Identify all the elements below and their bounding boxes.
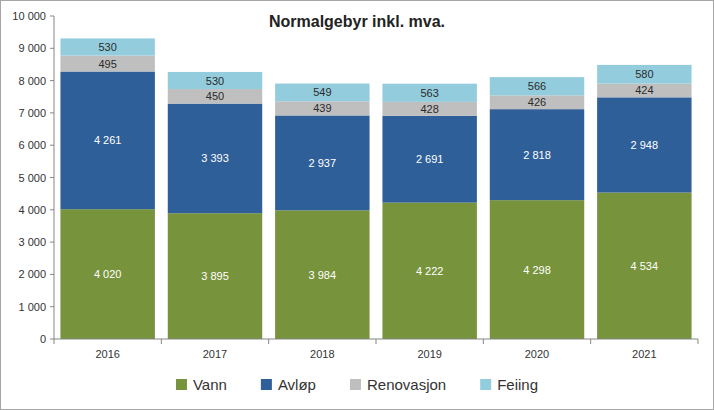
bar-segment — [597, 193, 691, 339]
x-tick-label: 2021 — [632, 348, 656, 360]
bar-segment — [60, 72, 154, 210]
legend-label: Feiing — [497, 376, 538, 393]
legend-label: Renovasjon — [367, 376, 446, 393]
y-tick-label: 0 — [40, 333, 46, 345]
data-label: 450 — [206, 90, 224, 102]
y-tick-label: 5 000 — [18, 172, 46, 184]
y-tick — [50, 112, 54, 113]
data-label: 580 — [635, 68, 653, 80]
bar-segment — [490, 109, 584, 200]
x-axis — [54, 339, 698, 340]
data-label: 439 — [313, 102, 331, 114]
data-label: 3 393 — [201, 152, 229, 164]
data-label: 530 — [206, 75, 224, 87]
data-label: 495 — [98, 58, 116, 70]
data-label: 566 — [528, 80, 546, 92]
legend-label: Avløp — [278, 376, 316, 393]
x-tick — [268, 339, 269, 344]
y-tick-label: 7 000 — [18, 107, 46, 119]
chart-frame — [1, 1, 714, 410]
bar-segment — [490, 77, 584, 95]
bar-segment — [275, 210, 369, 339]
x-tick — [376, 339, 377, 344]
y-tick-label: 1 000 — [18, 301, 46, 313]
data-label: 2 937 — [309, 157, 337, 169]
bar-segment — [382, 203, 476, 339]
bar-segment — [275, 101, 369, 115]
bar-segment — [490, 200, 584, 339]
x-tick-label: 2017 — [203, 348, 227, 360]
data-label: 4 020 — [94, 268, 122, 280]
x-tick-label: 2016 — [95, 348, 119, 360]
bar-segment — [382, 84, 476, 102]
y-tick-label: 8 000 — [18, 75, 46, 87]
legend-swatch — [350, 379, 361, 390]
legend: Vann Avløp Renovasjon Feiing — [176, 376, 538, 393]
x-tick — [161, 339, 162, 344]
title: Normalgebyr inkl. mva. — [269, 13, 445, 30]
chart-container: Normalgebyr inkl. mva. 0 1 000 2 000 3 000 4 … — [0, 0, 714, 410]
y-tick-label: 3 000 — [18, 236, 46, 248]
y-tick — [50, 80, 54, 81]
x-tick-label: 2018 — [310, 348, 334, 360]
y-tick-label: 6 000 — [18, 139, 46, 151]
y-tick-label: 10 000 — [12, 10, 46, 22]
data-label: 3 895 — [201, 270, 229, 282]
y-tick — [50, 16, 54, 17]
x-tick-label: 2019 — [417, 348, 441, 360]
x-tick — [54, 339, 55, 344]
y-tick-label: 4 000 — [18, 204, 46, 216]
chart-svg: Normalgebyr inkl. mva. 0 1 000 2 000 3 000 4 … — [0, 0, 714, 410]
data-label: 549 — [313, 86, 331, 98]
legend-swatch — [261, 379, 272, 390]
x-tick — [590, 339, 591, 344]
y-tick-label: 9 000 — [18, 42, 46, 54]
bar-segment — [60, 209, 154, 339]
x-tick — [698, 339, 699, 344]
data-label: 2 818 — [523, 149, 551, 161]
data-label: 4 534 — [631, 260, 659, 272]
bar-segment — [168, 104, 262, 214]
bar-segment — [597, 65, 691, 84]
x-tick-label: 2020 — [525, 348, 549, 360]
data-label: 563 — [420, 87, 438, 99]
data-label: 424 — [635, 84, 653, 96]
bar-segment — [60, 56, 154, 72]
y-tick — [50, 306, 54, 307]
bars — [60, 38, 691, 339]
y-axis — [54, 16, 55, 339]
bar-segment — [382, 116, 476, 203]
y-tick — [50, 145, 54, 146]
data-label: 428 — [420, 103, 438, 115]
y-tick — [50, 48, 54, 49]
bar-segment — [597, 84, 691, 98]
bar-segment — [60, 38, 154, 55]
bar-segment — [490, 95, 584, 109]
y-tick — [50, 209, 54, 210]
data-label: 2 948 — [631, 139, 659, 151]
y-tick-label: 2 000 — [18, 268, 46, 280]
y-tick — [50, 274, 54, 275]
data-label: 4 222 — [416, 265, 444, 277]
bar-segment — [597, 97, 691, 192]
data-label: 2 691 — [416, 153, 444, 165]
bar-segment — [168, 72, 262, 89]
bar-segment — [382, 102, 476, 116]
legend-swatch — [176, 379, 187, 390]
bar-segment — [168, 213, 262, 339]
y-tick — [50, 242, 54, 243]
y-tick — [50, 339, 54, 340]
legend-swatch — [480, 379, 491, 390]
bar-segment — [275, 84, 369, 102]
data-label: 530 — [98, 41, 116, 53]
data-label: 4 261 — [94, 134, 122, 146]
data-label: 4 298 — [523, 264, 551, 276]
x-tick — [483, 339, 484, 344]
legend-label: Vann — [193, 376, 227, 393]
data-label: 426 — [528, 96, 546, 108]
data-label: 3 984 — [309, 269, 337, 281]
bar-segment — [275, 115, 369, 210]
bar-segment — [168, 89, 262, 104]
y-tick — [50, 177, 54, 178]
